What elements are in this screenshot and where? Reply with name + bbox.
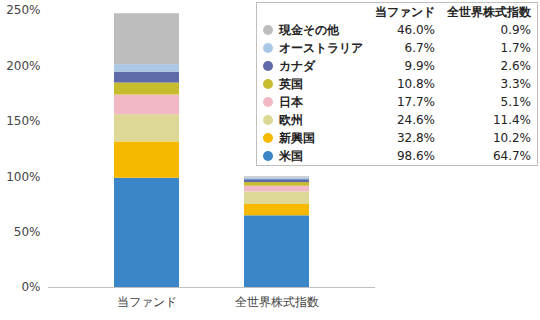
- svg-text:全世界株式指数: 全世界株式指数: [235, 295, 319, 309]
- svg-text:50%: 50%: [14, 225, 41, 239]
- svg-text:0%: 0%: [21, 280, 40, 294]
- html-text:欧州: 欧州: [279, 113, 303, 127]
- html-text:10.8%: 10.8%: [396, 77, 435, 91]
- svg-text:100%: 100%: [6, 170, 40, 184]
- html-text:24.6%: 24.6%: [396, 113, 435, 127]
- html-text:6.7%: 6.7%: [404, 41, 435, 55]
- html-text:32.8%: 32.8%: [396, 131, 435, 145]
- html-text:0.9%: 0.9%: [500, 23, 531, 37]
- html-text:64.7%: 64.7%: [492, 149, 531, 163]
- html-text:カナダ: カナダ: [279, 59, 315, 73]
- html-text:米国: 米国: [279, 149, 303, 163]
- html-text:2.6%: 2.6%: [500, 59, 531, 73]
- html-text:英国: 英国: [279, 77, 303, 91]
- html-text:全世界株式指数: 全世界株式指数: [447, 5, 531, 19]
- html-text:オーストラリア: オーストラリア: [279, 41, 363, 55]
- html-text:1.7%: 1.7%: [500, 41, 531, 55]
- html-text:11.4%: 11.4%: [492, 113, 531, 127]
- html-text:新興国: 新興国: [279, 131, 315, 145]
- html-text:当ファンド: 当ファンド: [375, 5, 435, 19]
- svg-text:当ファンド: 当ファンド: [117, 295, 177, 309]
- svg-text:200%: 200%: [6, 59, 40, 73]
- html-text:9.9%: 9.9%: [404, 59, 435, 73]
- html-text:17.7%: 17.7%: [396, 95, 435, 109]
- html-text:46.0%: 46.0%: [396, 23, 435, 37]
- html-text:5.1%: 5.1%: [500, 95, 531, 109]
- svg-text:150%: 150%: [6, 114, 40, 128]
- html-text:3.3%: 3.3%: [500, 77, 531, 91]
- html-text:日本: 日本: [279, 95, 303, 109]
- svg-text:250%: 250%: [6, 3, 40, 17]
- html-text:98.6%: 98.6%: [396, 149, 435, 163]
- html-text:現金その他: 現金その他: [279, 23, 339, 37]
- html-text:10.2%: 10.2%: [492, 131, 531, 145]
